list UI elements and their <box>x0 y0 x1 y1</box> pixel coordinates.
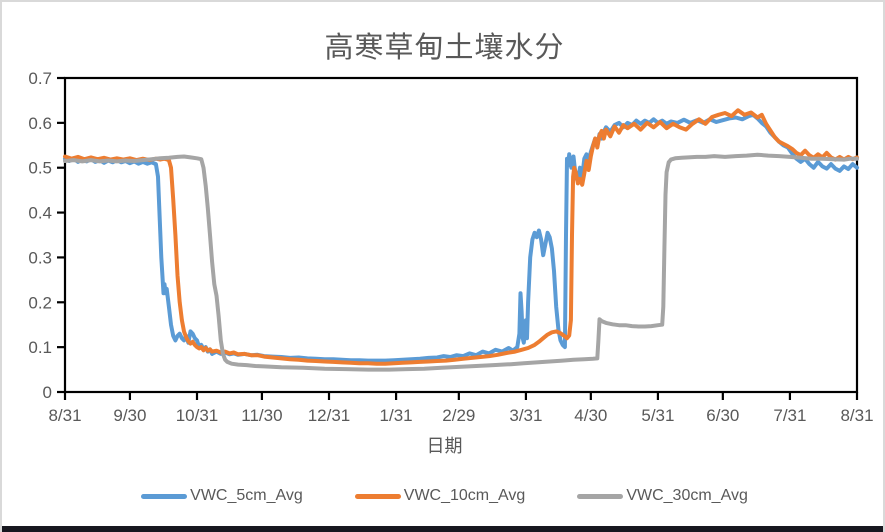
legend-line-marker-gray <box>577 493 624 499</box>
legend-line-marker-orange <box>354 493 401 499</box>
chart-title: 高寒草甸土壤水分 <box>324 32 565 64</box>
x-tick-label: 3/31 <box>509 406 542 425</box>
y-tick-label: 0.2 <box>28 293 52 312</box>
x-tick-label: 11/30 <box>241 406 282 425</box>
y-tick-label: 0.4 <box>28 204 52 223</box>
legend-item-vwc-5cm: VWC_5cm_Avg <box>141 487 303 505</box>
x-tick-label: 4/30 <box>574 406 607 425</box>
y-tick-label: 0.5 <box>28 159 52 178</box>
bottom-edge-strip <box>2 526 883 532</box>
x-axis-title: 日期 <box>426 436 463 456</box>
legend-label: VWC_5cm_Avg <box>190 487 303 504</box>
x-tick-label: 6/30 <box>706 406 739 425</box>
y-tick-label: 0.7 <box>28 69 52 88</box>
x-tick-label: 1/31 <box>380 406 413 425</box>
legend-label: VWC_10cm_Avg <box>403 487 526 504</box>
y-axis: 0 0.1 0.2 0.3 0.4 0.5 0.6 0.7 <box>28 69 65 402</box>
legend-item-vwc-10cm: VWC_10cm_Avg <box>354 487 526 505</box>
series-line-VWC_30cm_Avg <box>63 152 859 372</box>
x-tick-label: 10/31 <box>176 406 219 425</box>
x-tick-label: 7/31 <box>773 406 806 425</box>
x-tick-label: 8/31 <box>48 406 81 425</box>
series-line-VWC_10cm_Avg <box>63 108 859 366</box>
y-tick-label: 0.1 <box>28 338 52 357</box>
legend-line-marker-blue <box>141 493 188 499</box>
legend: VWC_5cm_Avg VWC_10cm_Avg VWC_30cm_Avg <box>2 480 883 512</box>
legend-label: VWC_30cm_Avg <box>626 487 748 504</box>
x-tick-label: 8/31 <box>840 406 873 425</box>
x-tick-label: 2/29 <box>442 406 475 425</box>
plot-border <box>63 76 859 394</box>
legend-item-vwc-30cm: VWC_30cm_Avg <box>577 487 748 505</box>
y-tick-label: 0 <box>43 383 52 402</box>
x-tick-label: 5/31 <box>641 406 674 425</box>
x-axis: 8/31 9/30 10/31 11/30 12/31 1/31 2/29 3/31 4/30 5… <box>48 392 874 425</box>
y-tick-label: 0.3 <box>28 248 52 267</box>
x-tick-label: 12/31 <box>308 406 351 425</box>
x-tick-label: 9/30 <box>113 406 146 425</box>
y-tick-label: 0.6 <box>28 114 52 133</box>
